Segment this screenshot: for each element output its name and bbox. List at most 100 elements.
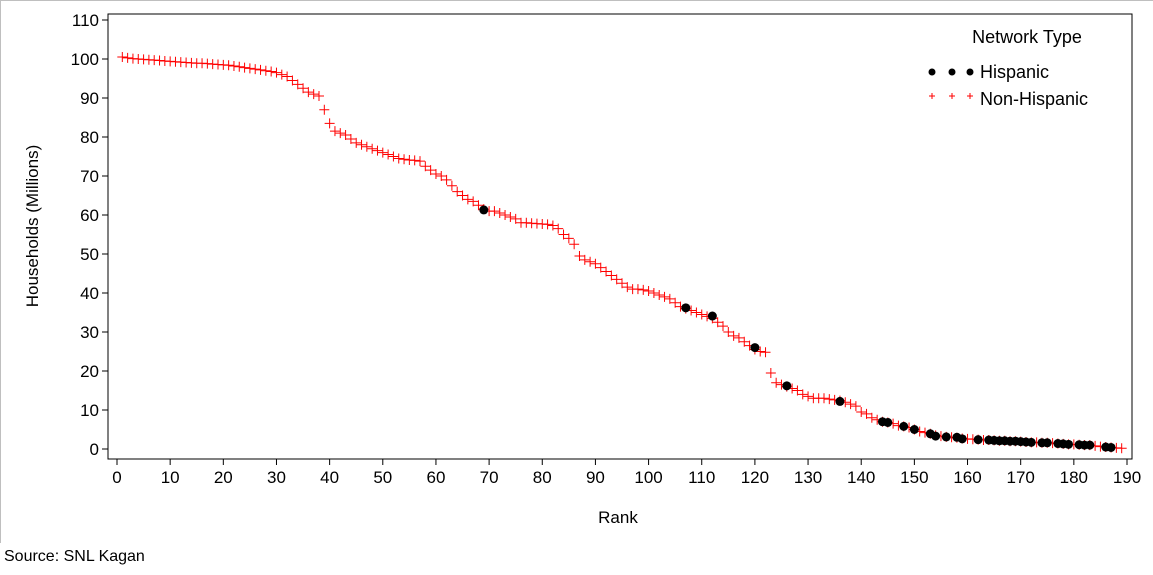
x-tick-label: 50 xyxy=(373,468,392,487)
data-point-non-hispanic xyxy=(367,143,378,154)
y-tick-label: 10 xyxy=(80,401,99,420)
data-point-non-hispanic xyxy=(856,406,867,417)
data-point-non-hispanic xyxy=(850,401,861,412)
x-tick-label: 20 xyxy=(214,468,233,487)
data-point-non-hispanic xyxy=(282,71,293,82)
data-point-non-hispanic xyxy=(601,266,612,277)
legend: Network Type Hispanic Non-Hispanic xyxy=(928,27,1088,109)
legend-marker-hispanic xyxy=(948,68,956,76)
data-point-non-hispanic xyxy=(276,69,287,80)
data-point-non-hispanic xyxy=(739,336,750,347)
data-point-non-hispanic xyxy=(383,149,394,160)
data-point-non-hispanic xyxy=(648,288,659,298)
series-hispanic xyxy=(479,205,1116,452)
data-point-hispanic xyxy=(681,303,691,313)
data-point-non-hispanic xyxy=(415,156,425,167)
y-tick-label: 80 xyxy=(80,128,99,147)
legend-title: Network Type xyxy=(972,27,1082,47)
data-point-non-hispanic xyxy=(500,210,511,220)
data-point-non-hispanic xyxy=(866,412,877,423)
legend-label-hispanic: Hispanic xyxy=(980,62,1049,82)
data-point-non-hispanic xyxy=(542,219,553,230)
data-point-non-hispanic xyxy=(303,87,314,98)
data-point-hispanic xyxy=(931,431,941,441)
data-point-non-hispanic xyxy=(664,293,675,304)
data-point-hispanic xyxy=(1042,438,1052,448)
scatter-chart: 0 10 20 30 40 50 60 70 80 90 100 110 120 130 140 150 160… xyxy=(23,11,1141,527)
data-point-non-hispanic xyxy=(436,171,447,181)
data-point-non-hispanic xyxy=(861,408,872,419)
y-tick-label: 0 xyxy=(90,440,99,459)
data-point-non-hispanic xyxy=(287,75,298,86)
y-tick-label: 20 xyxy=(80,362,99,381)
y-axis-ticks: 0 10 20 30 40 50 60 70 80 90 100 110 xyxy=(71,11,108,459)
data-point-non-hispanic xyxy=(271,67,282,78)
data-point-non-hispanic xyxy=(329,126,340,137)
y-axis-label: Households (Millions) xyxy=(23,145,42,308)
data-point-non-hispanic xyxy=(819,393,829,404)
data-point-non-hispanic xyxy=(340,130,351,141)
y-tick-label: 110 xyxy=(72,11,99,30)
data-point-hispanic xyxy=(835,396,845,406)
data-point-non-hispanic xyxy=(409,155,420,166)
legend-marker-non-hispanic xyxy=(929,93,935,99)
data-point-non-hispanic xyxy=(547,220,558,231)
data-point-non-hispanic xyxy=(250,64,261,75)
data-point-non-hispanic xyxy=(266,66,277,77)
data-point-non-hispanic xyxy=(638,284,649,295)
data-point-non-hispanic xyxy=(505,211,516,222)
x-tick-label: 80 xyxy=(533,468,552,487)
data-point-non-hispanic xyxy=(494,208,505,219)
data-point-non-hispanic xyxy=(1116,443,1127,454)
data-point-non-hispanic xyxy=(351,137,362,148)
data-point-hispanic xyxy=(957,434,967,444)
legend-marker-hispanic xyxy=(928,68,936,76)
x-tick-label: 60 xyxy=(426,468,445,487)
x-tick-label: 170 xyxy=(1006,468,1034,487)
data-point-non-hispanic xyxy=(473,200,484,211)
data-point-non-hispanic xyxy=(314,91,324,102)
data-point-non-hispanic xyxy=(345,133,356,144)
x-tick-label: 190 xyxy=(1113,468,1141,487)
data-point-non-hispanic xyxy=(670,297,681,308)
data-point-non-hispanic xyxy=(244,63,255,74)
x-tick-label: 70 xyxy=(480,468,499,487)
data-point-hispanic xyxy=(973,435,983,445)
x-tick-label: 130 xyxy=(794,468,822,487)
data-point-non-hispanic xyxy=(797,389,808,400)
data-point-non-hispanic xyxy=(399,154,410,165)
x-tick-label: 40 xyxy=(320,468,339,487)
data-point-non-hispanic xyxy=(712,317,723,328)
data-point-non-hispanic xyxy=(733,332,744,343)
data-point-non-hispanic xyxy=(585,256,596,267)
data-point-non-hispanic xyxy=(122,52,133,63)
data-point-non-hispanic xyxy=(298,83,309,94)
data-point-non-hispanic xyxy=(760,347,771,358)
x-axis-ticks: 0 10 20 30 40 50 60 70 80 90 100 110 120 130 140 150 160… xyxy=(112,459,1141,487)
data-point-hispanic xyxy=(1064,439,1074,449)
data-point-non-hispanic xyxy=(308,89,319,100)
data-point-hispanic xyxy=(1106,442,1116,452)
data-point-non-hispanic xyxy=(377,147,388,158)
data-point-non-hispanic xyxy=(617,278,627,289)
x-tick-label: 30 xyxy=(267,468,286,487)
x-tick-label: 140 xyxy=(847,468,875,487)
data-point-hispanic xyxy=(883,417,893,427)
data-point-non-hispanic xyxy=(622,282,633,293)
data-point-non-hispanic xyxy=(691,307,702,318)
data-point-non-hispanic xyxy=(356,139,367,150)
data-point-non-hispanic xyxy=(117,52,128,63)
data-point-non-hispanic xyxy=(361,141,372,152)
data-point-non-hispanic xyxy=(803,391,814,402)
data-point-non-hispanic xyxy=(239,62,250,73)
data-point-non-hispanic xyxy=(260,65,271,76)
data-point-non-hispanic xyxy=(569,239,580,250)
x-tick-label: 120 xyxy=(741,468,769,487)
x-axis-label: Rank xyxy=(598,508,638,527)
x-tick-label: 100 xyxy=(634,468,662,487)
data-point-hispanic xyxy=(782,381,792,391)
data-point-non-hispanic xyxy=(845,399,856,410)
data-point-non-hispanic xyxy=(553,223,564,234)
data-point-non-hispanic xyxy=(223,60,234,71)
data-point-non-hispanic xyxy=(292,79,303,90)
